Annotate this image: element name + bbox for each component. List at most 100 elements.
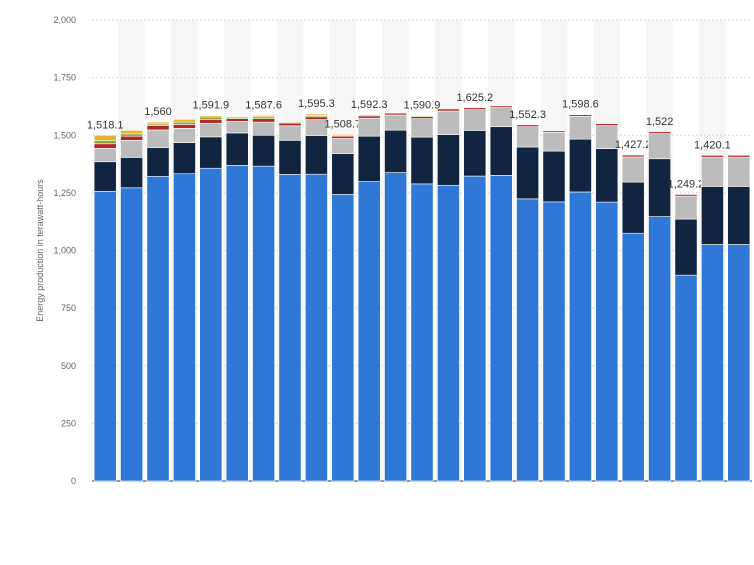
bar-segment <box>621 181 645 234</box>
bar-total-label: 1,598.6 <box>562 99 599 111</box>
bar-segment <box>93 134 117 141</box>
bar-segment <box>410 118 434 138</box>
bar-total-label: 1,625.2 <box>456 92 493 104</box>
bar-segment <box>146 175 170 482</box>
bar-segment <box>278 140 302 175</box>
bar-total-label: 1,420.1 <box>694 139 731 151</box>
y-tick-label: 0 <box>71 476 76 486</box>
bar-segment <box>463 175 487 482</box>
bar-total-label: 1,592.3 <box>351 99 388 111</box>
y-tick-label: 500 <box>61 361 76 371</box>
y-tick-label: 2,000 <box>53 15 76 25</box>
y-tick-label: 1,250 <box>53 188 76 198</box>
bar-segment <box>595 148 619 203</box>
y-tick-label: 1,750 <box>53 73 76 83</box>
bar-segment <box>621 154 645 158</box>
bar-segment <box>410 115 434 117</box>
bar-segment <box>331 153 355 195</box>
bar-segment <box>727 244 751 482</box>
bar-segment <box>120 140 143 158</box>
bar-segment <box>648 216 671 482</box>
bar-total-label: 1,590.9 <box>404 100 441 112</box>
bar-segment <box>410 183 434 482</box>
bar-segment <box>199 119 223 124</box>
bar-segment <box>648 133 671 160</box>
bar-segment <box>331 135 355 139</box>
bar-segment <box>674 195 698 220</box>
bar-total-label: 1,560 <box>144 106 172 118</box>
bar-segment <box>569 116 592 140</box>
bar-segment <box>542 131 566 152</box>
bar-total-label: 1,552.3 <box>509 109 546 121</box>
bar-segment <box>410 116 434 119</box>
bar-segment <box>648 131 671 134</box>
bar-segment <box>674 274 698 482</box>
bar-total-label: 1,591.9 <box>192 100 229 112</box>
bar-segment <box>225 132 249 166</box>
bar-segment <box>93 140 117 145</box>
bar-segment <box>437 108 460 112</box>
bar-total-label: 1,587.6 <box>245 99 282 111</box>
bar-segment <box>278 174 302 482</box>
bar-segment <box>146 125 170 131</box>
bar-segment <box>727 155 751 158</box>
bar-segment <box>278 121 302 124</box>
bar-segment <box>252 115 275 118</box>
bar-segment <box>516 126 539 148</box>
bar-segment <box>146 147 170 177</box>
bar-total-label: 1,518.1 <box>87 119 124 131</box>
bar-segment <box>120 130 143 135</box>
bar-segment <box>225 121 249 134</box>
y-axis-label: Energy production in terawatt-hours <box>35 179 45 322</box>
y-tick-label: 1,500 <box>53 130 76 140</box>
bar-total-label: 1,508.7 <box>324 118 361 130</box>
bar-segment <box>199 116 223 120</box>
bar-segment <box>727 156 751 187</box>
bar-segment <box>173 121 196 125</box>
bar-segment <box>225 118 249 122</box>
bar-segment <box>331 134 355 136</box>
bar-segment <box>173 142 196 175</box>
bar-segment <box>384 114 407 131</box>
bar-total-label: 1,522 <box>646 116 674 128</box>
bar-segment <box>463 109 487 131</box>
bar-segment <box>489 105 513 108</box>
bar-segment <box>727 186 751 245</box>
bar-segment <box>621 156 645 183</box>
bar-segment <box>120 135 143 141</box>
bar-segment <box>252 118 275 123</box>
bar-segment <box>225 116 249 119</box>
bar-segment <box>225 165 249 482</box>
bar-segment <box>173 119 196 123</box>
bar-segment <box>331 138 355 154</box>
bar-segment <box>199 167 223 482</box>
bar-segment <box>384 129 407 173</box>
bar-segment <box>252 121 275 136</box>
bar-segment <box>701 156 724 187</box>
bar-segment <box>701 186 724 245</box>
y-tick-label: 1,000 <box>53 246 76 256</box>
bar-segment <box>252 134 275 167</box>
bar-segment <box>489 126 513 176</box>
bar-segment <box>120 157 143 189</box>
bar-total-label: 1,249.2 <box>668 178 705 190</box>
bar-segment <box>489 175 513 482</box>
bar-segment <box>437 184 460 482</box>
bar-segment <box>516 124 539 128</box>
y-tick-label: 750 <box>61 303 76 313</box>
bar-segment <box>674 218 698 276</box>
bar-segment <box>199 122 223 138</box>
bar-segment <box>701 155 724 158</box>
bar-segment <box>305 173 328 482</box>
bar-segment <box>542 150 566 203</box>
bar-segment <box>305 113 328 116</box>
bar-segment <box>252 165 275 482</box>
bar-segment <box>674 194 698 197</box>
bar-segment <box>701 244 724 482</box>
bar-segment <box>569 114 592 117</box>
bar-segment <box>93 148 117 163</box>
bar-segment <box>569 138 592 193</box>
bar-segment <box>410 136 434 185</box>
